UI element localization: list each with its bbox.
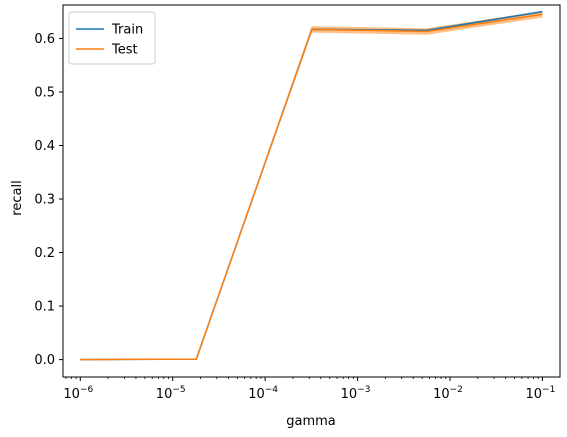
y-tick-label: 0.3 bbox=[34, 193, 55, 208]
y-tick-label: 0.0 bbox=[34, 353, 55, 368]
line-series-1 bbox=[80, 13, 543, 361]
x-tick-label: 10−6 bbox=[63, 385, 93, 402]
y-tick-label: 0.1 bbox=[34, 300, 55, 315]
x-tick-label: 10−5 bbox=[156, 385, 186, 402]
y-tick-label: 0.5 bbox=[34, 85, 55, 100]
legend-box bbox=[68, 11, 156, 65]
plot-frame bbox=[62, 4, 561, 378]
x-axis-label: gamma bbox=[286, 414, 336, 429]
x-tick-label: 10−4 bbox=[248, 385, 278, 402]
y-tick-label: 0.2 bbox=[34, 246, 55, 261]
legend-label: Test bbox=[111, 43, 138, 58]
x-tick-label: 10−1 bbox=[525, 385, 555, 402]
series-lines bbox=[80, 10, 543, 361]
y-tick-label: 0.6 bbox=[34, 32, 55, 47]
y-tick-label: 0.4 bbox=[34, 139, 55, 154]
y-axis-label: recall bbox=[10, 180, 25, 215]
legend-label: Train bbox=[111, 23, 143, 38]
x-tick-label: 10−2 bbox=[433, 385, 463, 402]
x-axis-ticks: 10−6 10−5 10−4 10−3 10−2 10−1 bbox=[63, 377, 555, 402]
legend: Train Test bbox=[68, 11, 156, 65]
y-axis-ticks: 0.0 0.1 0.2 0.3 0.4 0.5 0.6 bbox=[34, 32, 63, 368]
x-tick-label: 10−3 bbox=[341, 385, 371, 402]
